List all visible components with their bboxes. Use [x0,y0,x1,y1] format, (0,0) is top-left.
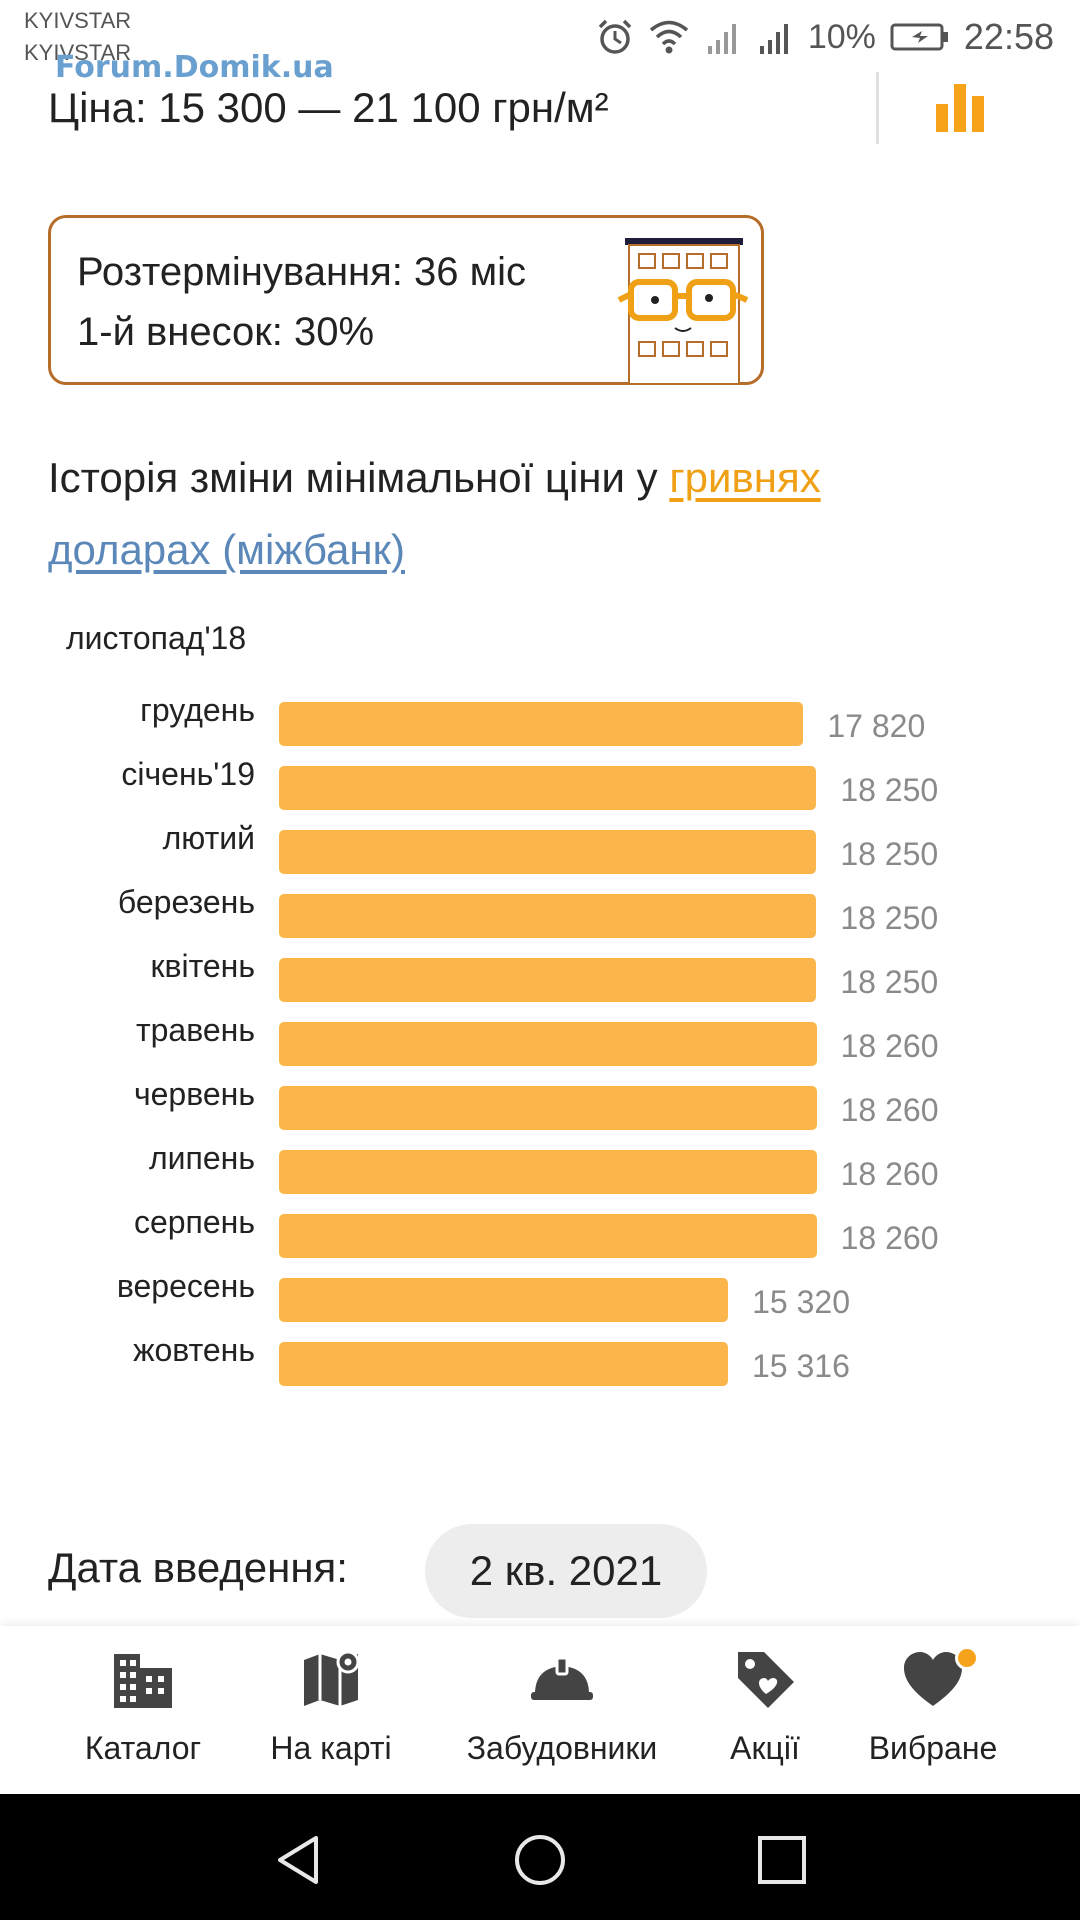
tag-icon [738,1652,794,1708]
clock: 22:58 [963,16,1054,57]
chart-category-label: листопад'18 [66,620,247,656]
price-history-title-text: Історія зміни мінімальної ціни у [48,454,658,501]
back-icon[interactable] [270,1832,326,1888]
nav-item-catalog[interactable]: Каталог [68,1646,218,1786]
chart-bar [279,702,804,746]
chart-category-label: березень [117,884,255,920]
home-icon[interactable] [512,1832,568,1888]
chart-row: жовтень 15 316 [0,1324,1080,1388]
chart-bar [279,830,817,874]
nav-label-catalog: Каталог [84,1730,202,1766]
map-icon [304,1650,360,1706]
chart-bar [279,1278,729,1322]
wifi-icon [649,20,688,54]
delivery-date-label: Дата введення: [48,1544,348,1591]
battery-percent: 10% [807,17,876,56]
heart-icon [904,1652,962,1706]
battery-charging-icon [890,23,948,51]
chart-category-label: червень [133,1076,255,1112]
chart-row: квітень 18 250 [0,940,1080,1004]
chart-category-label: вересень [116,1268,255,1304]
chart-bar [279,1342,728,1386]
bar-chart-icon[interactable] [934,82,986,132]
chart-row: червень 18 260 [0,1068,1080,1132]
chart-row: грудень 17 820 [0,684,1080,748]
building-icon [114,1654,172,1708]
chart-bar [279,1086,817,1130]
chart-bar [279,1150,817,1194]
recents-icon[interactable] [754,1832,810,1888]
chart-row: вересень 15 320 [0,1260,1080,1324]
chart-row: січень'19 18 250 [0,748,1080,812]
nav-label-favorites: Вибране [868,1730,998,1766]
chart-bar [279,766,817,810]
status-indicators: 10% 22:58 [596,14,1054,60]
bottom-navigation: Каталог На карті Забудовники Акції Виб [0,1626,1080,1794]
chart-category-label: липень [148,1140,255,1176]
building-mascot-icon [617,238,749,384]
chart-row: травень 18 260 [0,1004,1080,1068]
installment-term: Розтермінування: 36 міс [77,250,527,294]
chart-category-label: грудень [140,692,255,728]
installment-info-box: Розтермінування: 36 міс 1-й внесок: 30% [48,215,764,385]
chart-row: лютий 18 250 [0,812,1080,876]
favorites-notification-dot [955,1646,979,1670]
hardhat-icon [531,1656,593,1700]
status-bar: KYIVSTAR KYIVSTAR Forum.Domik.ua 10% [0,0,1080,85]
chart-category-label: жовтень [133,1332,255,1368]
chart-value-label: 15 316 [752,1348,850,1384]
price-range: Ціна: 15 300 — 21 100 грн/м² [48,84,609,131]
chart-category-label: серпень [133,1204,255,1240]
chart-value-label: 15 320 [752,1284,850,1320]
chart-value-label: 18 250 [840,964,939,1000]
currency-link-usd[interactable]: доларах (міжбанк) [48,526,405,573]
chart-bar [279,1214,817,1258]
chart-category-label: травень [135,1012,255,1048]
signal-icon-sim2 [707,24,736,54]
price-history-chart: листопад'18 грудень 17 820 січень'19 18 250 л… [0,620,1080,1400]
currency-link-uah[interactable]: гривнях [669,454,821,501]
nav-label-promotions: Акції [730,1730,800,1766]
signal-icon-sim1 [759,24,788,54]
chart-row: серпень 18 260 [0,1196,1080,1260]
nav-item-map[interactable]: На карті [256,1646,406,1786]
chart-category-label: лютий [162,820,255,856]
chart-value-label: 18 250 [840,836,939,872]
nav-label-map: На карті [270,1730,392,1766]
nav-item-promotions[interactable]: Акції [710,1646,820,1786]
alarm-icon [598,19,632,54]
delivery-date-badge: 2 кв. 2021 [425,1524,707,1618]
carrier-name-secondary: KYIVSTAR [24,40,132,65]
system-navigation-bar [0,1794,1080,1920]
chart-value-label: 18 260 [840,1156,939,1192]
chart-row: березень 18 250 [0,876,1080,940]
chart-category-label: квітень [150,948,255,984]
chart-value-label: 18 250 [840,900,939,936]
chart-value-label: 18 260 [840,1028,939,1064]
chart-bar [279,1022,817,1066]
nav-label-developers: Забудовники [466,1730,658,1766]
watermark: Forum.Domik.ua [55,50,334,85]
chart-value-label: 18 250 [840,772,939,808]
chart-value-label: 18 260 [840,1092,939,1128]
chart-row: листопад'18 [0,620,1080,684]
down-payment: 1-й внесок: 30% [77,310,375,354]
chart-category-label: січень'19 [121,756,255,792]
nav-item-developers[interactable]: Забудовники [452,1646,672,1786]
chart-bar [279,894,817,938]
chart-bar [279,958,817,1002]
carrier-name: KYIVSTAR [24,8,132,33]
vertical-divider [876,72,879,144]
chart-value-label: 17 820 [827,708,926,744]
chart-value-label: 18 260 [840,1220,939,1256]
chart-row: липень 18 260 [0,1132,1080,1196]
nav-item-favorites[interactable]: Вибране [858,1646,1008,1786]
price-history-title: Історія зміни мінімальної ціни у гривнях… [48,442,1048,586]
